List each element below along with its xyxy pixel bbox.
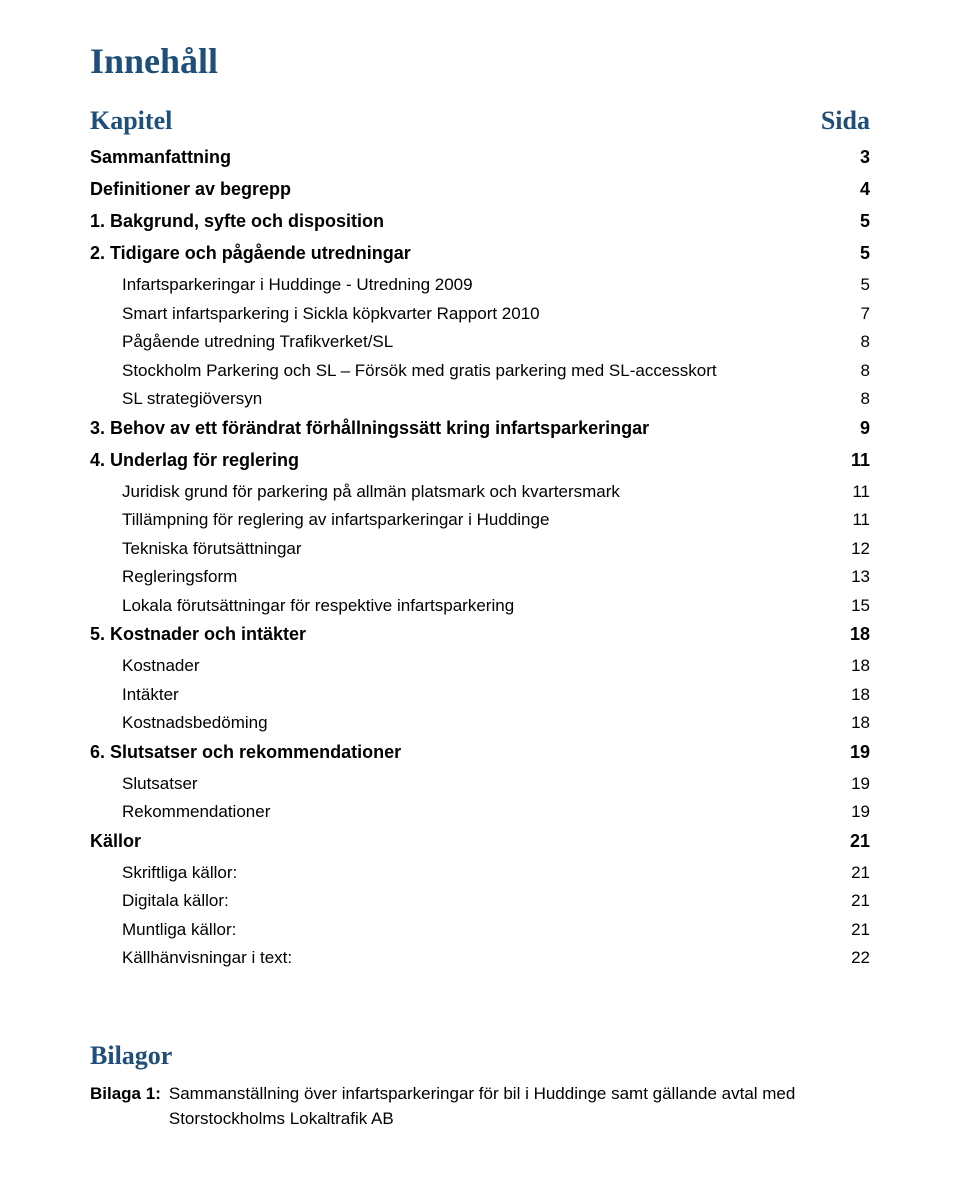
toc-entry-label: Definitioner av begrepp xyxy=(90,176,860,203)
toc-entry: 1. Bakgrund, syfte och disposition5 xyxy=(90,208,870,235)
toc-entry-label: 4. Underlag för reglering xyxy=(90,447,851,474)
toc-entry: Tekniska förutsättningar12 xyxy=(90,536,870,562)
toc-entry-page: 18 xyxy=(851,653,870,679)
toc-entry: Slutsatser19 xyxy=(90,771,870,797)
toc-header-left: Kapitel xyxy=(90,106,172,136)
toc-entry-page: 11 xyxy=(851,447,870,474)
bilaga-tag: Bilaga 1: xyxy=(90,1081,169,1132)
toc-entry-label: Kostnadsbedöming xyxy=(122,710,851,736)
toc-entry: Regleringsform13 xyxy=(90,564,870,590)
toc-entry: Skriftliga källor:21 xyxy=(90,860,870,886)
toc-entry: Kostnader18 xyxy=(90,653,870,679)
toc-entry-page: 11 xyxy=(852,479,870,505)
toc-entry: Rekommendationer19 xyxy=(90,799,870,825)
toc-entry-label: Digitala källor: xyxy=(122,888,851,914)
toc-entry-label: Källor xyxy=(90,828,850,855)
toc-entry: 4. Underlag för reglering11 xyxy=(90,447,870,474)
toc-entry: 3. Behov av ett förändrat förhållningssä… xyxy=(90,415,870,442)
bilagor-title: Bilagor xyxy=(90,1041,870,1071)
toc-entry: Muntliga källor:21 xyxy=(90,917,870,943)
toc-entry-page: 3 xyxy=(860,144,870,171)
toc-entry-label: Juridisk grund för parkering på allmän p… xyxy=(122,479,852,505)
toc-entry: Intäkter18 xyxy=(90,682,870,708)
toc-entry: Tillämpning för reglering av infartspark… xyxy=(90,507,870,533)
toc-entry-label: Tillämpning för reglering av infartspark… xyxy=(122,507,852,533)
toc-entry-label: Källhänvisningar i text: xyxy=(122,945,851,971)
toc-entry-page: 19 xyxy=(850,739,870,766)
toc-entry: Källor21 xyxy=(90,828,870,855)
toc-entry-label: 5. Kostnader och intäkter xyxy=(90,621,850,648)
toc-entry-label: Lokala förutsättningar för respektive in… xyxy=(122,593,851,619)
toc-entry: Juridisk grund för parkering på allmän p… xyxy=(90,479,870,505)
toc-entry: 6. Slutsatser och rekommendationer19 xyxy=(90,739,870,766)
toc-entry: Infartsparkeringar i Huddinge - Utrednin… xyxy=(90,272,870,298)
toc-entry: 5. Kostnader och intäkter18 xyxy=(90,621,870,648)
toc-entry: Definitioner av begrepp4 xyxy=(90,176,870,203)
toc-entry-page: 19 xyxy=(851,799,870,825)
toc-entry-page: 12 xyxy=(851,536,870,562)
toc-entry-page: 22 xyxy=(851,945,870,971)
toc-header-right: Sida xyxy=(821,106,870,136)
toc-entry-page: 21 xyxy=(851,860,870,886)
toc-entry: Stockholm Parkering och SL – Försök med … xyxy=(90,358,870,384)
toc-entry-page: 21 xyxy=(851,917,870,943)
toc-entry-page: 9 xyxy=(860,415,870,442)
toc-entry-label: Rekommendationer xyxy=(122,799,851,825)
toc-entry-label: Regleringsform xyxy=(122,564,851,590)
bilaga-item: Bilaga 1:Sammanställning över infartspar… xyxy=(90,1081,870,1132)
toc-entry-page: 5 xyxy=(860,240,870,267)
toc-entry-page: 4 xyxy=(860,176,870,203)
toc-entry: SL strategiöversyn8 xyxy=(90,386,870,412)
toc-entry: Källhänvisningar i text:22 xyxy=(90,945,870,971)
toc-entry-page: 21 xyxy=(850,828,870,855)
toc-entry-label: Slutsatser xyxy=(122,771,851,797)
toc-entry: Sammanfattning3 xyxy=(90,144,870,171)
toc-entry-label: Skriftliga källor: xyxy=(122,860,851,886)
toc-entry-label: 2. Tidigare och pågående utredningar xyxy=(90,240,860,267)
toc-entry-page: 5 xyxy=(860,208,870,235)
toc-entry-label: Sammanfattning xyxy=(90,144,860,171)
toc-container: Sammanfattning3Definitioner av begrepp41… xyxy=(90,144,870,971)
toc-entry: Kostnadsbedöming18 xyxy=(90,710,870,736)
toc-entry-label: 6. Slutsatser och rekommendationer xyxy=(90,739,850,766)
toc-entry: Lokala förutsättningar för respektive in… xyxy=(90,593,870,619)
toc-entry-page: 13 xyxy=(851,564,870,590)
toc-entry-page: 8 xyxy=(861,329,870,355)
toc-entry-label: SL strategiöversyn xyxy=(122,386,861,412)
toc-entry: Pågående utredning Trafikverket/SL8 xyxy=(90,329,870,355)
toc-entry-label: Muntliga källor: xyxy=(122,917,851,943)
bilaga-text: Sammanställning över infartsparkeringar … xyxy=(169,1081,870,1132)
toc-entry-page: 18 xyxy=(851,710,870,736)
toc-entry-page: 5 xyxy=(861,272,870,298)
toc-entry-label: Tekniska förutsättningar xyxy=(122,536,851,562)
toc-entry-page: 11 xyxy=(852,507,870,533)
toc-entry-label: 1. Bakgrund, syfte och disposition xyxy=(90,208,860,235)
toc-entry-page: 18 xyxy=(851,682,870,708)
toc-entry-label: Infartsparkeringar i Huddinge - Utrednin… xyxy=(122,272,861,298)
toc-entry-label: Pågående utredning Trafikverket/SL xyxy=(122,329,861,355)
toc-entry-page: 18 xyxy=(850,621,870,648)
bilagor-container: Bilaga 1:Sammanställning över infartspar… xyxy=(90,1081,870,1132)
toc-entry-page: 8 xyxy=(861,386,870,412)
toc-header-row: Kapitel Sida xyxy=(90,106,870,136)
toc-entry: Smart infartsparkering i Sickla köpkvart… xyxy=(90,301,870,327)
document-title: Innehåll xyxy=(90,40,870,82)
toc-entry-page: 19 xyxy=(851,771,870,797)
toc-entry-page: 8 xyxy=(861,358,870,384)
toc-entry-page: 7 xyxy=(861,301,870,327)
toc-entry-label: Intäkter xyxy=(122,682,851,708)
toc-entry-label: 3. Behov av ett förändrat förhållningssä… xyxy=(90,415,860,442)
toc-entry: 2. Tidigare och pågående utredningar5 xyxy=(90,240,870,267)
toc-entry-page: 15 xyxy=(851,593,870,619)
toc-entry-label: Smart infartsparkering i Sickla köpkvart… xyxy=(122,301,861,327)
toc-entry-label: Stockholm Parkering och SL – Försök med … xyxy=(122,358,861,384)
toc-entry: Digitala källor:21 xyxy=(90,888,870,914)
toc-entry-page: 21 xyxy=(851,888,870,914)
toc-entry-label: Kostnader xyxy=(122,653,851,679)
